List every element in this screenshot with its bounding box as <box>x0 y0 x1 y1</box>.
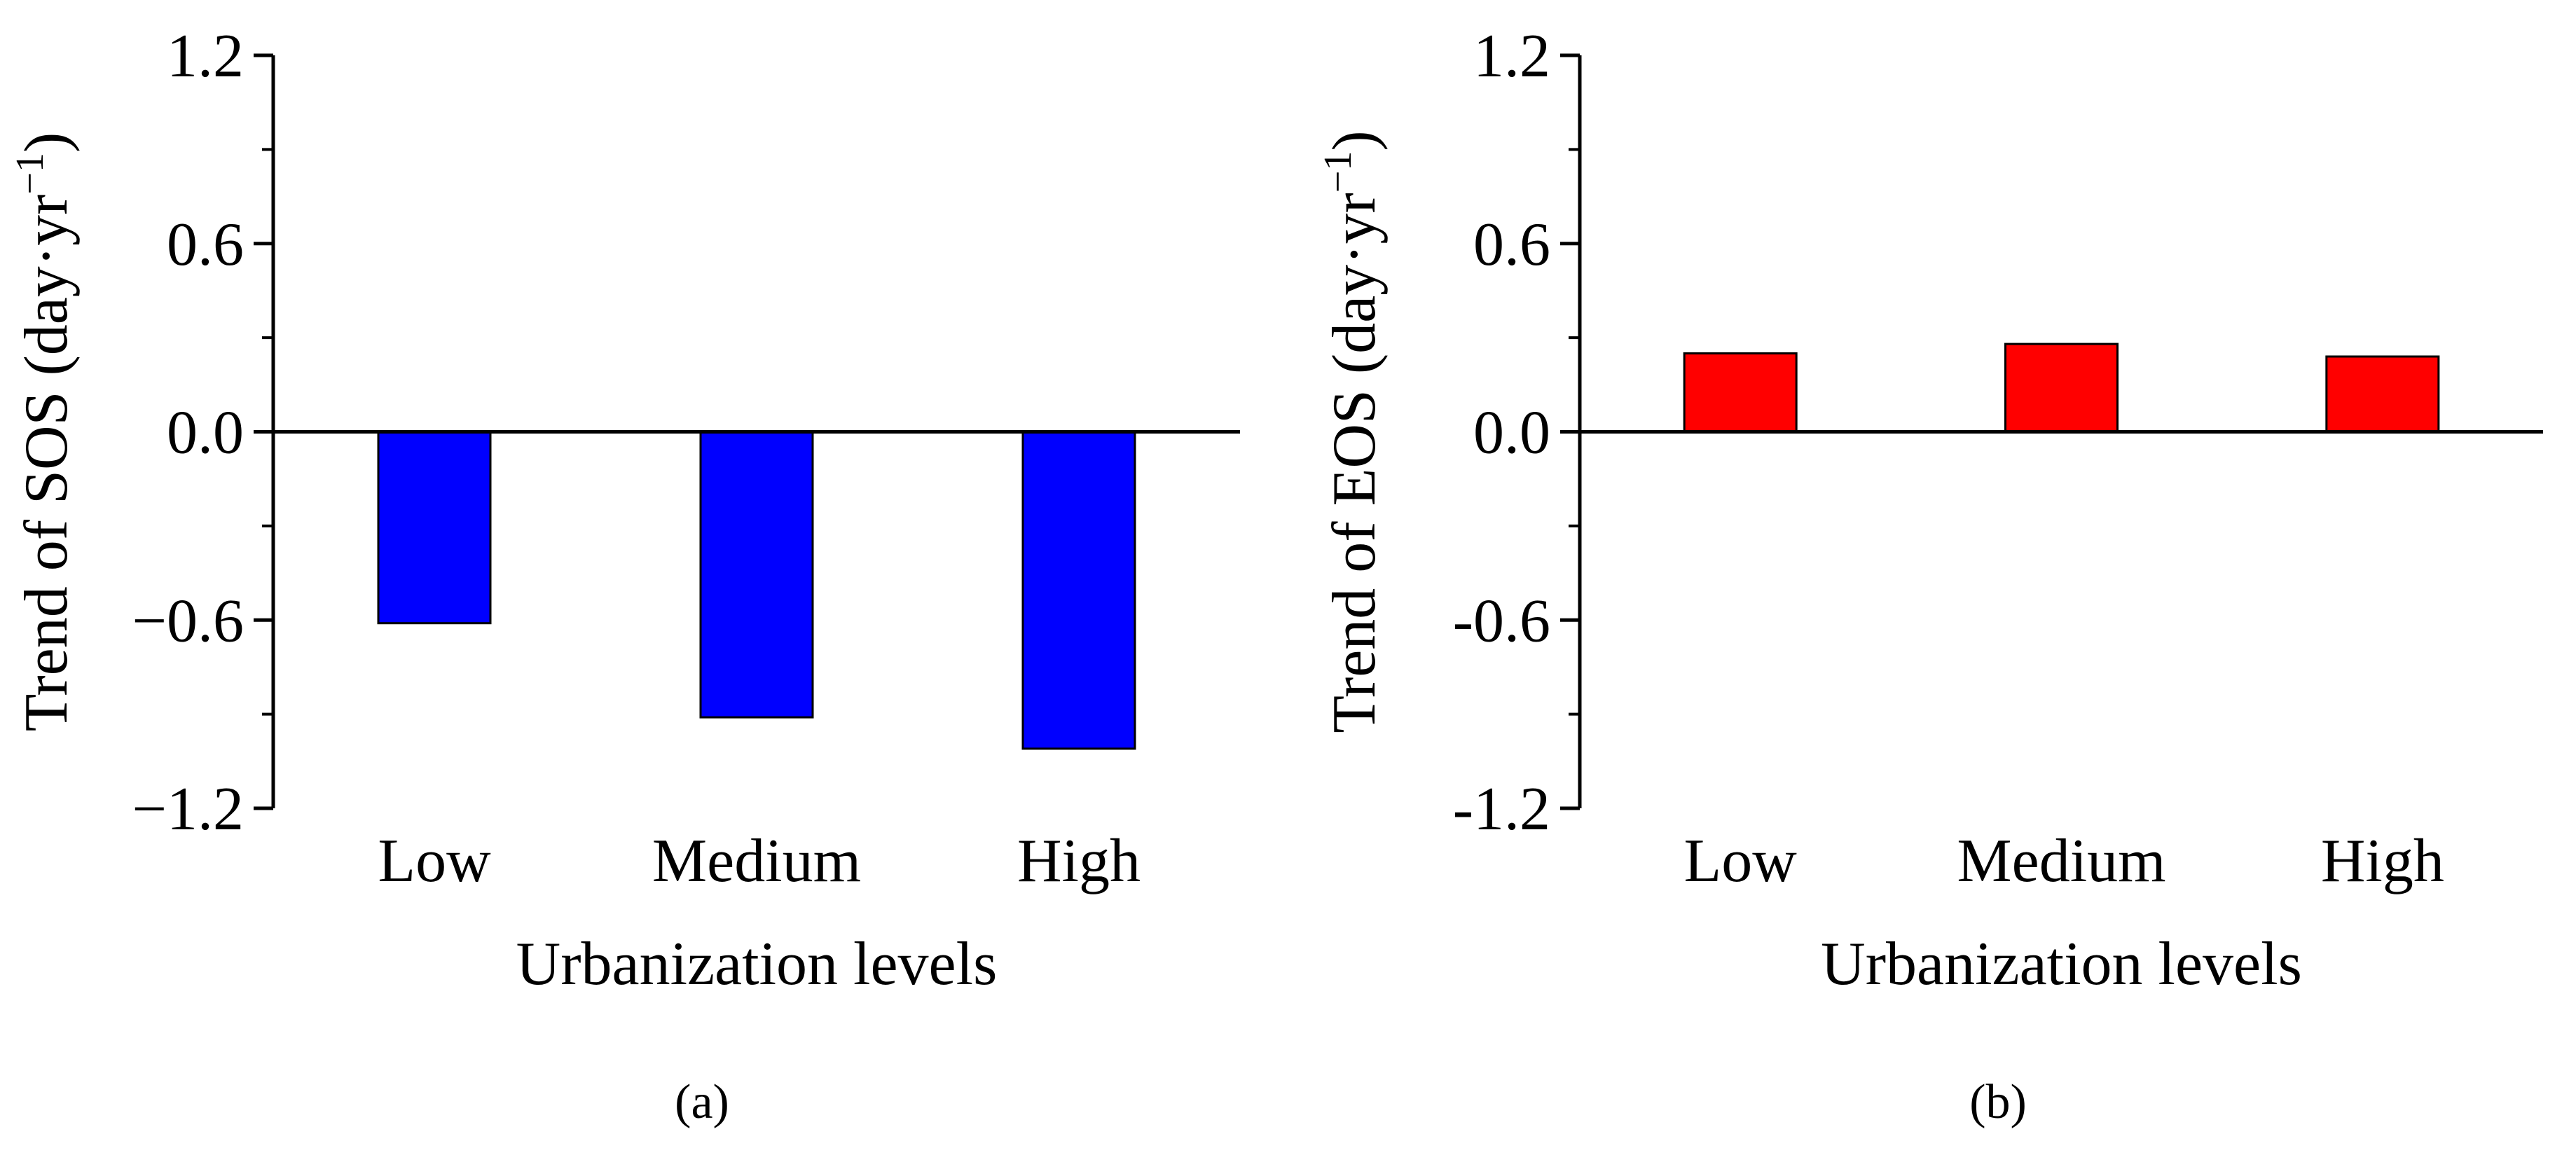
y-tick-label-b: -0.6 <box>1453 587 1550 655</box>
x-tick-label-a: Medium <box>652 827 861 895</box>
panel-label-a: (a) <box>675 1075 729 1129</box>
bar-b-high <box>2325 355 2440 433</box>
y-tick-label-b: 0.0 <box>1473 399 1550 467</box>
x-axis-label-b: Urbanization levels <box>1821 930 2302 998</box>
x-axis-label-a: Urbanization levels <box>516 930 998 998</box>
y-tick-label-a: −1.2 <box>132 775 244 843</box>
y-tick-label-a: 0.6 <box>167 211 244 279</box>
y-axis-label-a: Trend of SOS (day·yr−1) <box>8 132 81 732</box>
x-tick-label-a: Low <box>378 827 491 895</box>
y-tick-label-a: 1.2 <box>167 22 244 90</box>
y-tick-label-b: 1.2 <box>1473 22 1550 90</box>
chart-panel-b: 1.2 0.6 0.0 -0.6 -1.2 Low Medium High Urbanizati… <box>1316 22 2543 1129</box>
x-tick-label-b: Medium <box>1957 827 2165 895</box>
chart-panel-a: 1.2 0.6 0.0 −0.6 −1.2 Low Medium High Urbanizati… <box>8 22 1240 1129</box>
bar-b-low <box>1683 352 1798 434</box>
bar-a-low <box>377 431 492 625</box>
y-tick-label-a: 0.0 <box>167 399 244 467</box>
y-axis-label-b: Trend of EOS (day·yr−1) <box>1316 130 1389 733</box>
x-tick-label-a: High <box>1017 827 1141 895</box>
y-tick-label-b: 0.6 <box>1473 211 1550 279</box>
bar-b-medium <box>2004 343 2119 434</box>
x-tick-label-b: High <box>2321 827 2444 895</box>
y-tick-label-b: -1.2 <box>1453 775 1550 843</box>
bar-a-medium <box>699 431 814 719</box>
bar-a-high <box>1021 431 1136 750</box>
y-tick-label-a: −0.6 <box>132 587 244 655</box>
x-tick-label-b: Low <box>1684 827 1798 895</box>
panel-label-b: (b) <box>1969 1075 2027 1129</box>
